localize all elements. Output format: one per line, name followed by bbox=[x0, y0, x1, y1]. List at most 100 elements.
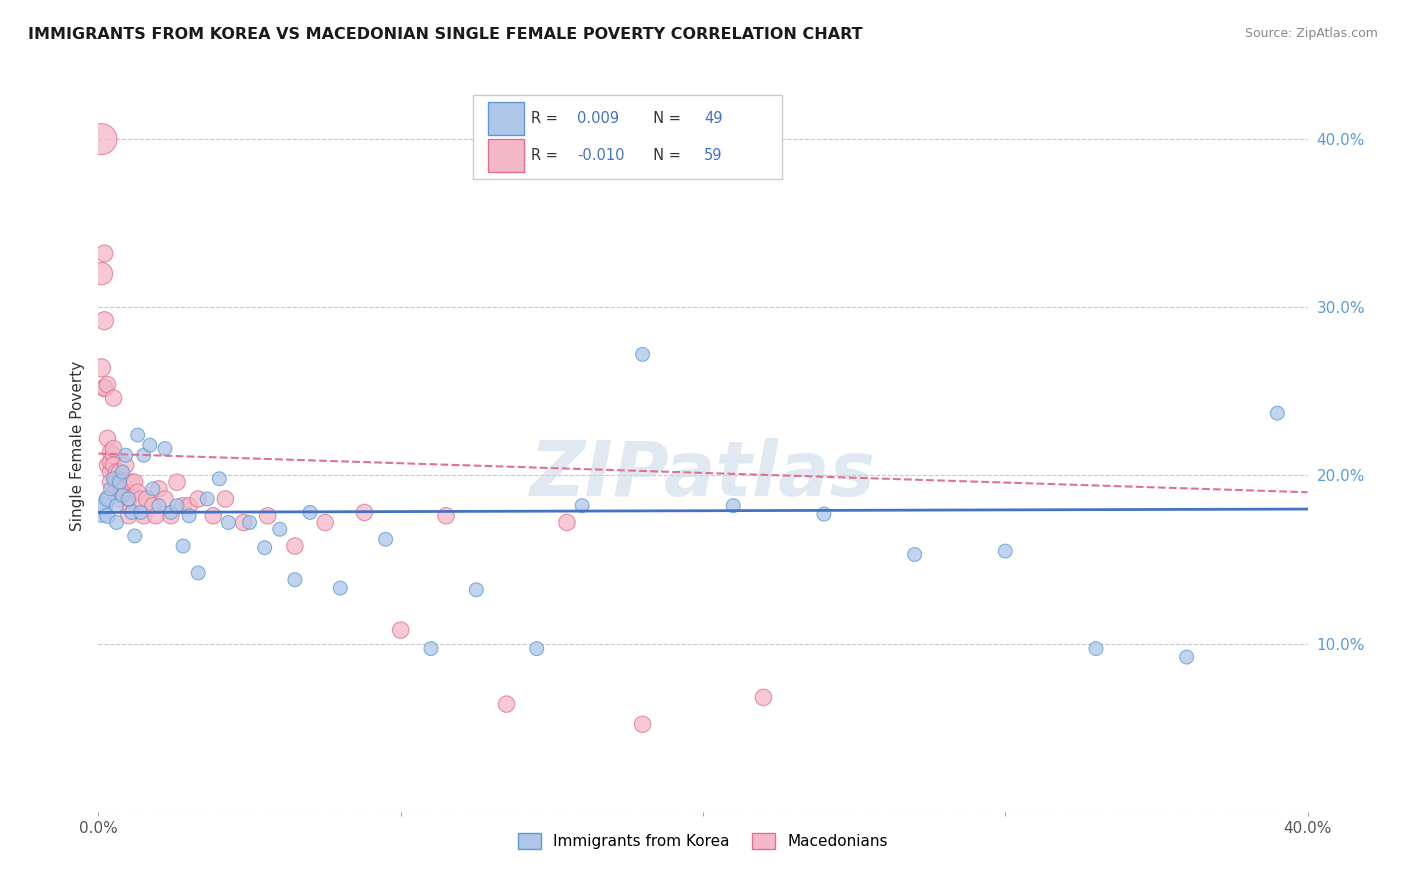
Point bbox=[160, 508, 183, 523]
Point bbox=[90, 505, 112, 519]
Point bbox=[555, 516, 578, 530]
Point bbox=[172, 499, 194, 513]
Point bbox=[172, 539, 194, 553]
Text: -0.010: -0.010 bbox=[578, 148, 624, 163]
Point bbox=[214, 491, 236, 506]
Point bbox=[284, 539, 307, 553]
Point bbox=[93, 381, 115, 395]
Point bbox=[127, 428, 149, 442]
Point bbox=[139, 438, 162, 452]
Point bbox=[93, 246, 115, 260]
Point bbox=[202, 508, 225, 523]
Point bbox=[121, 505, 143, 519]
Point bbox=[179, 499, 201, 513]
Point bbox=[314, 516, 336, 530]
Point bbox=[114, 482, 136, 496]
Point bbox=[93, 381, 115, 395]
Point bbox=[434, 508, 457, 523]
Point bbox=[118, 491, 141, 506]
Bar bbox=[488, 103, 524, 135]
Point bbox=[127, 485, 149, 500]
Point bbox=[145, 508, 167, 523]
Point bbox=[752, 690, 775, 705]
Point bbox=[90, 132, 112, 146]
Point bbox=[148, 499, 170, 513]
Point bbox=[420, 641, 443, 656]
Point bbox=[103, 472, 125, 486]
Point bbox=[160, 505, 183, 519]
Point bbox=[108, 491, 131, 506]
Text: N =: N = bbox=[644, 111, 685, 126]
Point bbox=[96, 377, 118, 392]
Point bbox=[114, 448, 136, 462]
Point bbox=[105, 465, 128, 479]
Point bbox=[118, 508, 141, 523]
Point bbox=[121, 475, 143, 490]
Point bbox=[100, 465, 122, 479]
Point bbox=[129, 491, 152, 506]
Point bbox=[284, 573, 307, 587]
Point bbox=[994, 544, 1017, 558]
Point bbox=[105, 482, 128, 496]
Point bbox=[239, 516, 262, 530]
Point bbox=[100, 455, 122, 469]
Text: 0.009: 0.009 bbox=[578, 111, 620, 126]
Point bbox=[353, 505, 375, 519]
Point bbox=[631, 347, 654, 361]
Point bbox=[132, 448, 155, 462]
Point bbox=[187, 491, 209, 506]
Point bbox=[166, 499, 188, 513]
Point bbox=[103, 391, 125, 405]
Point bbox=[526, 641, 548, 656]
Point bbox=[195, 491, 218, 506]
Point bbox=[1267, 406, 1289, 420]
Point bbox=[465, 582, 488, 597]
Point bbox=[124, 529, 146, 543]
Point bbox=[96, 432, 118, 446]
Point bbox=[571, 499, 593, 513]
Point bbox=[108, 465, 131, 479]
Legend: Immigrants from Korea, Macedonians: Immigrants from Korea, Macedonians bbox=[512, 827, 894, 855]
Point bbox=[153, 442, 176, 456]
Point bbox=[256, 508, 278, 523]
Text: ZIPatlas: ZIPatlas bbox=[530, 438, 876, 512]
Point bbox=[111, 489, 134, 503]
Point bbox=[389, 623, 412, 637]
Text: 49: 49 bbox=[704, 111, 723, 126]
Point bbox=[329, 581, 352, 595]
Point bbox=[105, 516, 128, 530]
Point bbox=[96, 508, 118, 523]
Text: IMMIGRANTS FROM KOREA VS MACEDONIAN SINGLE FEMALE POVERTY CORRELATION CHART: IMMIGRANTS FROM KOREA VS MACEDONIAN SING… bbox=[28, 27, 863, 42]
Point bbox=[105, 499, 128, 513]
Point bbox=[93, 499, 115, 513]
Point bbox=[129, 505, 152, 519]
Point bbox=[96, 491, 118, 506]
Point bbox=[148, 482, 170, 496]
Point bbox=[299, 505, 322, 519]
Point bbox=[103, 458, 125, 473]
Point bbox=[111, 465, 134, 479]
Point bbox=[232, 516, 254, 530]
Point bbox=[111, 482, 134, 496]
Text: R =: R = bbox=[531, 148, 562, 163]
Text: 59: 59 bbox=[704, 148, 723, 163]
Point bbox=[269, 522, 291, 536]
Point bbox=[90, 267, 112, 281]
Point bbox=[114, 458, 136, 473]
Point bbox=[142, 499, 165, 513]
Point bbox=[108, 475, 131, 490]
Point bbox=[166, 475, 188, 490]
Text: N =: N = bbox=[644, 148, 685, 163]
Point bbox=[100, 475, 122, 490]
Point bbox=[723, 499, 745, 513]
Point bbox=[93, 314, 115, 328]
Point bbox=[100, 482, 122, 496]
Point bbox=[103, 448, 125, 462]
Point bbox=[179, 508, 201, 523]
Point bbox=[217, 516, 239, 530]
Point bbox=[111, 475, 134, 490]
Point bbox=[1175, 650, 1198, 665]
Point bbox=[118, 491, 141, 506]
Point bbox=[103, 442, 125, 456]
Point bbox=[132, 508, 155, 523]
